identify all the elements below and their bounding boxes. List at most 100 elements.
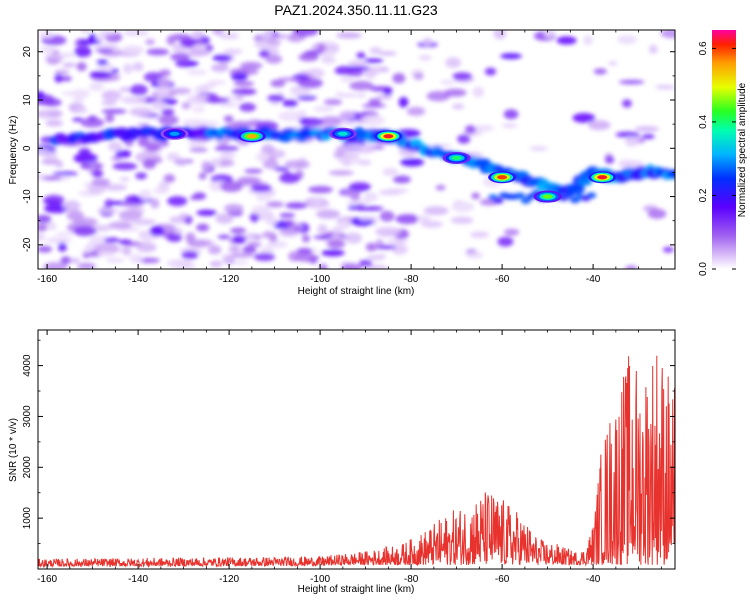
heatmap-peak [337, 131, 348, 136]
heatmap-noise-blob [179, 213, 188, 220]
colorbar-ticks: 0.0 0.2 0.4 0.6 [698, 41, 736, 276]
heatmap-noise-blob [143, 72, 164, 83]
heatmap-noise-blob [634, 125, 660, 133]
heatmap-peak [246, 134, 257, 139]
heatmap-noise-blob [347, 60, 367, 68]
heatmap-noise-blob [327, 239, 346, 249]
heatmap-noise-blob [624, 136, 639, 147]
heatmap-noise-blob [249, 212, 260, 223]
heatmap-noise-blob [52, 171, 78, 176]
heatmap-noise-blob [416, 215, 431, 223]
heatmap-noise-blob [269, 234, 278, 243]
heatmap-noise-blob [338, 110, 355, 120]
heatmap-noise-blob [121, 96, 147, 104]
heatmap-noise-blob [43, 262, 68, 269]
heatmap-noise-blob [140, 232, 153, 243]
heatmap-noise-blob [244, 168, 263, 174]
heatmap-noise-blob [43, 150, 58, 161]
heatmap-noise-blob [139, 189, 152, 201]
snr-x-label: Height of straight line (km) [298, 584, 415, 595]
heatmap-noise-blob [267, 94, 285, 102]
heatmap-noise-blob [63, 200, 81, 212]
heatmap-noise-blob [452, 72, 473, 81]
heatmap-noise-blob [239, 61, 263, 70]
heatmap-noise-blob [321, 249, 345, 257]
heatmap-noise-blob [129, 107, 154, 117]
heatmap-noise-blob [108, 141, 123, 152]
heatmap-noise-blob [297, 77, 323, 89]
heatmap-peak [451, 155, 462, 161]
heatmap-noise-blob [38, 232, 46, 242]
x-tick-label: -140 [128, 274, 148, 285]
heatmap-noise-blob [386, 239, 408, 244]
heatmap-noise-blob [204, 97, 230, 104]
heatmap-noise-blob [187, 140, 206, 148]
heatmap-ridge-blob [586, 192, 597, 199]
heatmap-noise-blob [420, 220, 443, 228]
heatmap-noise-blob [87, 115, 98, 122]
heatmap-noise-blob [423, 206, 449, 216]
heatmap-noise-blob [465, 251, 484, 259]
heatmap-noise-blob [217, 234, 231, 240]
heatmap-noise-blob [70, 89, 91, 99]
heatmap-noise-blob [77, 262, 96, 269]
spectrogram-y-label: Frequency (Hz) [8, 116, 19, 185]
heatmap-noise-blob [277, 77, 302, 82]
heatmap-noise-blob [201, 160, 212, 171]
heatmap-noise-blob [260, 32, 275, 39]
heatmap-noise-blob [360, 114, 386, 126]
heatmap-noise-blob [72, 97, 85, 103]
y-tick-label: 4000 [22, 354, 33, 377]
heatmap-noise-blob [54, 69, 70, 75]
heatmap-noise-blob [42, 176, 62, 181]
heatmap-noise-blob [132, 61, 144, 72]
snr-y-ticks: 1000 2000 3000 4000 [22, 339, 675, 544]
heatmap-noise-blob [188, 49, 210, 57]
heatmap-noise-blob [660, 30, 675, 39]
colorbar-gradient [712, 30, 736, 269]
heatmap-noise-blob [497, 236, 514, 247]
heatmap-noise-blob [235, 93, 245, 102]
snr-panel: -160 -140 -120 -100 -80 -60 -40 1000 2000 3000 40… [8, 329, 676, 595]
x-tick-label: -140 [128, 574, 148, 585]
heatmap-noise-blob [229, 252, 255, 258]
heatmap-noise-blob [379, 210, 395, 222]
x-tick-label: -100 [310, 574, 330, 585]
heatmap-noise-blob [149, 225, 165, 237]
heatmap-noise-blob [145, 142, 160, 152]
heatmap-noise-blob [273, 166, 290, 172]
heatmap-noise-blob [451, 201, 475, 213]
heatmap-noise-blob [445, 57, 462, 69]
heatmap-noise-blob [471, 192, 481, 200]
heatmap-noise-blob [342, 157, 352, 167]
heatmap-noise-blob [342, 190, 358, 196]
heatmap-noise-blob [228, 245, 241, 253]
heatmap-noise-blob [357, 205, 384, 212]
heatmap-noise-blob [161, 108, 175, 116]
heatmap-noise-blob [239, 102, 257, 112]
heatmap-noise-blob [378, 67, 390, 73]
heatmap-noise-blob [395, 214, 420, 225]
y-tick-label: 20 [22, 46, 33, 58]
heatmap-noise-blob [501, 123, 518, 128]
snr-series-line [38, 355, 675, 569]
heatmap-noise-blob [105, 113, 115, 123]
heatmap-noise-blob [103, 184, 128, 191]
heatmap-noise-blob [42, 98, 62, 107]
heatmap-noise-blob [392, 175, 411, 184]
heatmap-noise-blob [318, 116, 345, 126]
heatmap-noise-blob [69, 258, 81, 263]
heatmap-noise-blob [572, 113, 596, 123]
heatmap-noise-blob [296, 247, 313, 255]
heatmap-noise-blob [604, 156, 615, 164]
heatmap-noise-blob [76, 107, 88, 114]
heatmap-noise-blob [615, 131, 641, 138]
heatmap-ridge-blob [576, 177, 593, 186]
heatmap-noise-blob [43, 203, 70, 214]
heatmap-noise-blob [136, 242, 157, 253]
heatmap-noise-blob [662, 246, 674, 253]
heatmap-noise-blob [321, 56, 336, 64]
heatmap-noise-blob [270, 79, 286, 88]
heatmap-noise-blob [618, 79, 645, 85]
snr-background [38, 330, 675, 569]
